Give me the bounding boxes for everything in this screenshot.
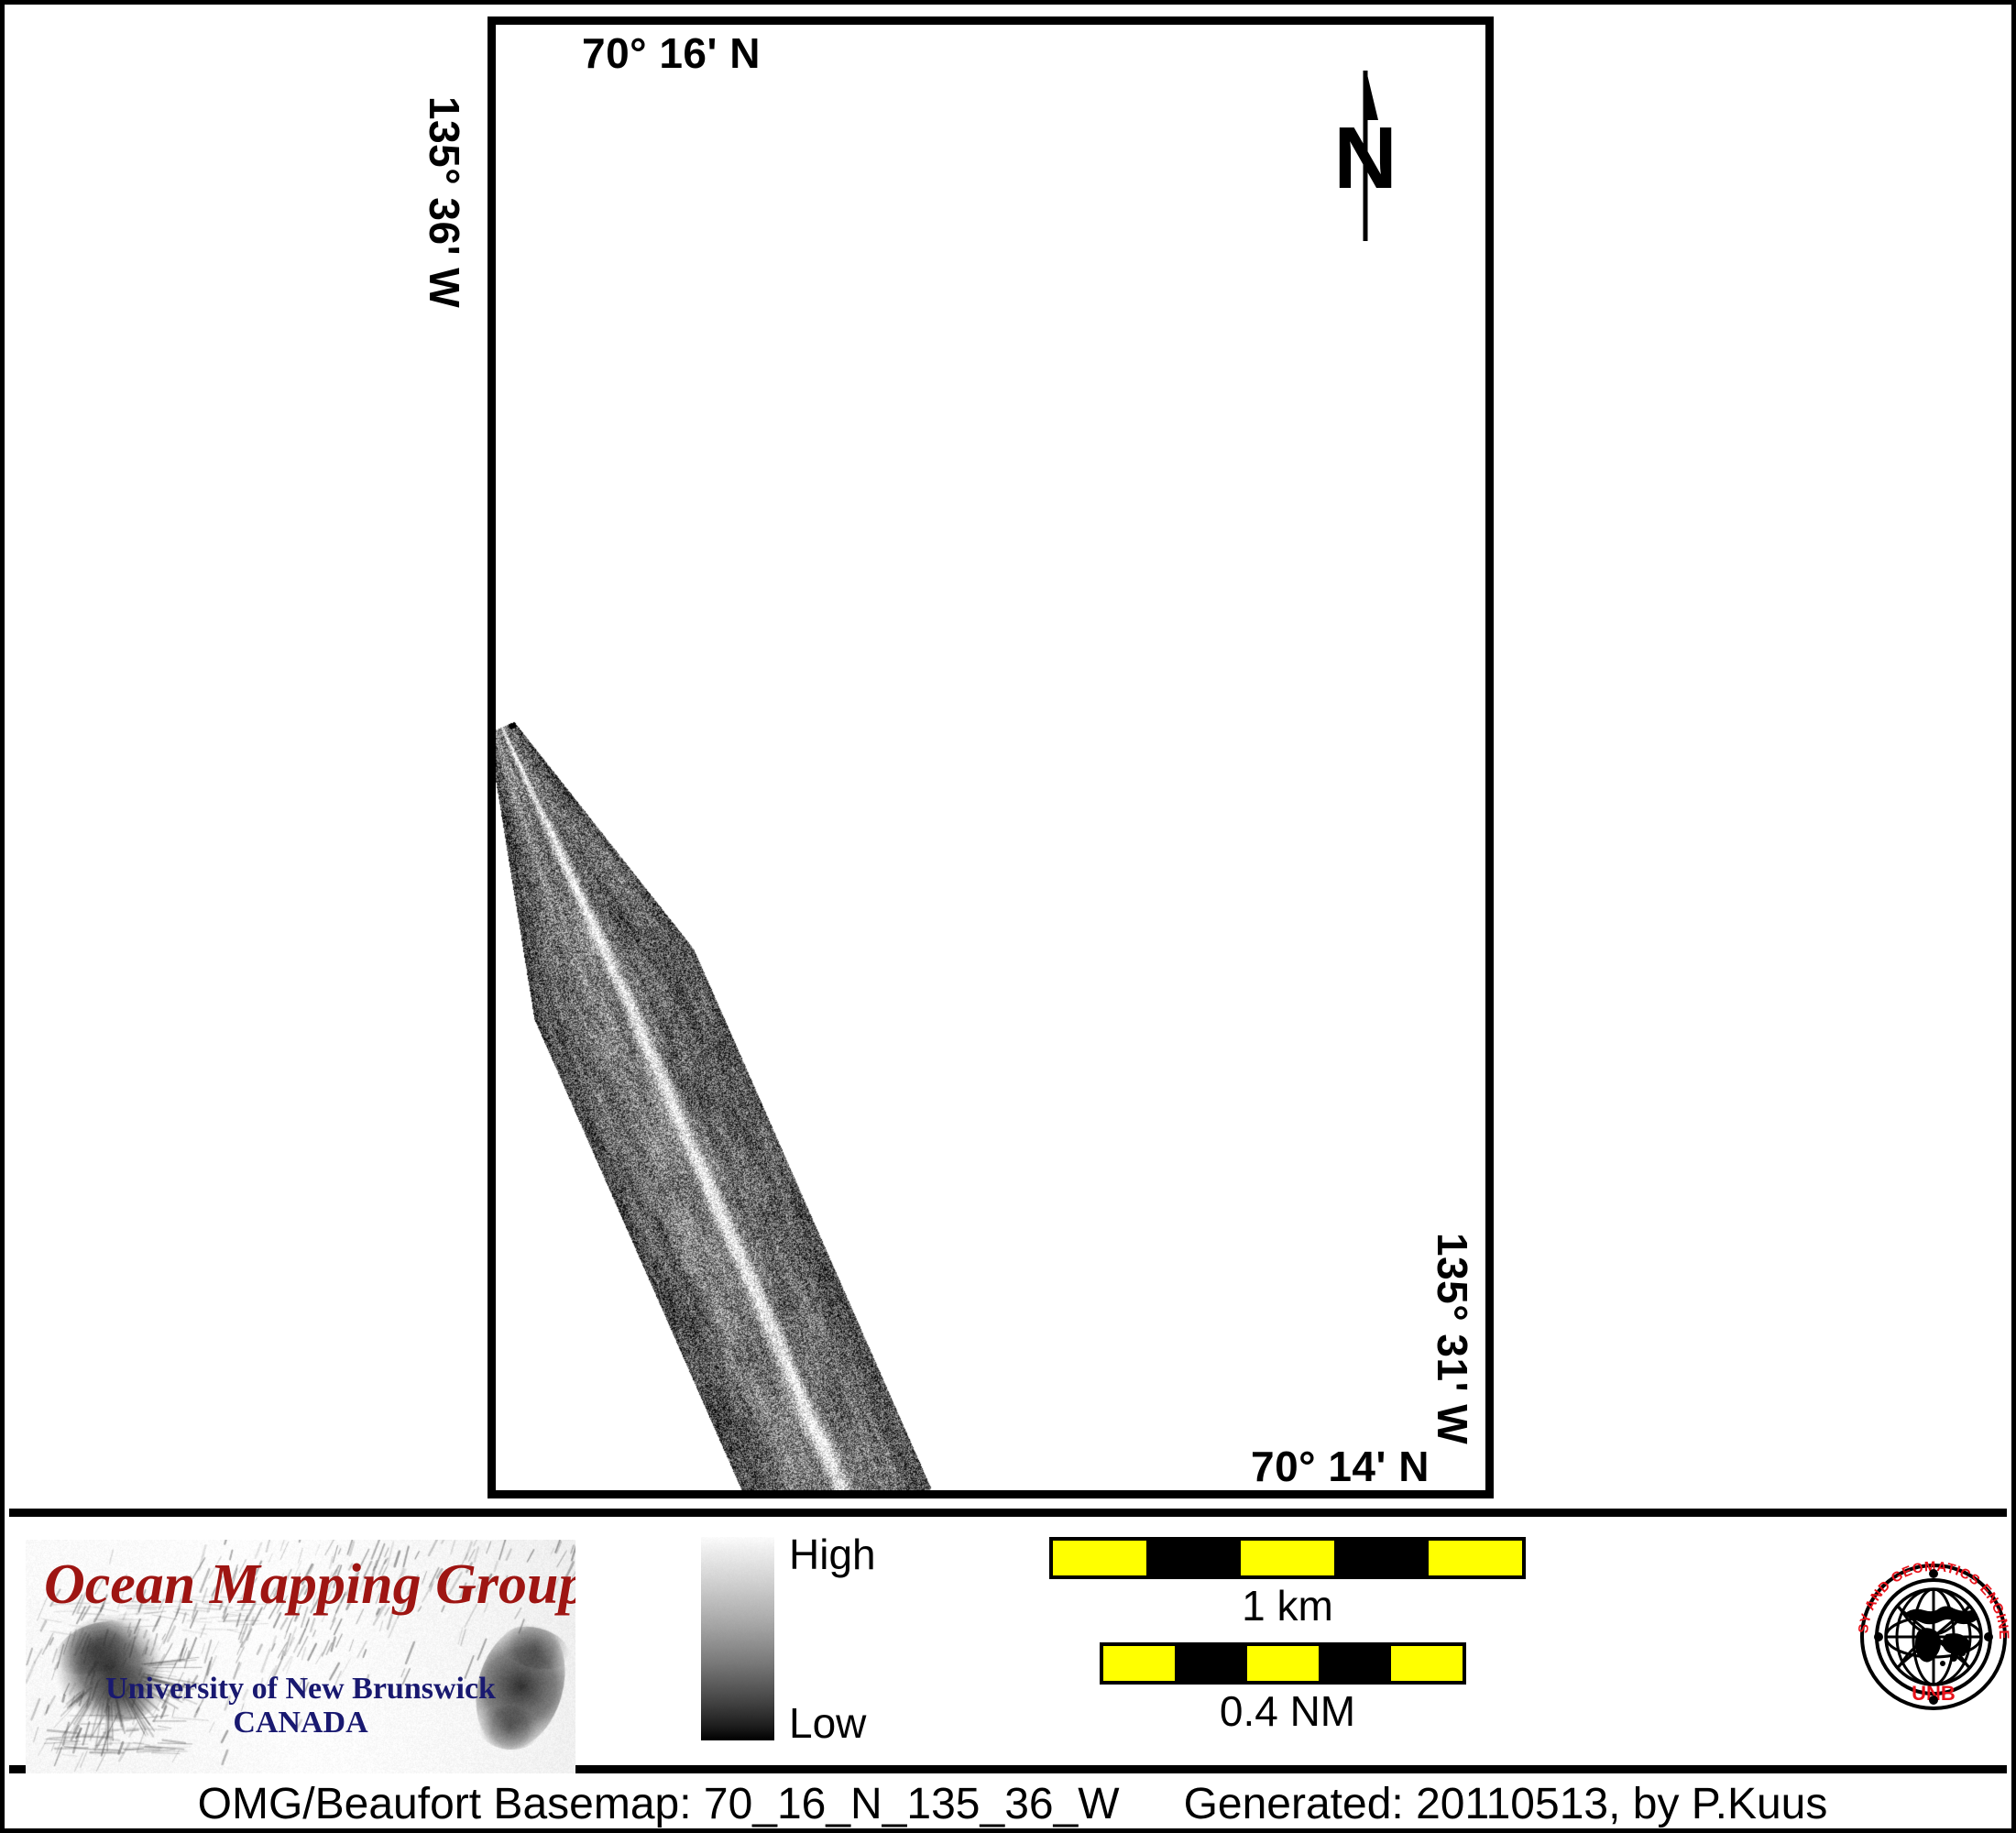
omg-logo-title: Ocean Mapping Group — [44, 1553, 575, 1616]
latitude-label-north: 70° 16' N — [582, 29, 761, 77]
credit-line: OMG/Beaufort Basemap: 70_16_N_135_36_W G… — [9, 1777, 2016, 1832]
longitude-label-west: 135° 36' W — [421, 96, 468, 309]
scalebar-segment — [1053, 1541, 1147, 1575]
latitude-label-south: 70° 14' N — [1251, 1443, 1430, 1490]
scalebar-km-caption: 1 km — [1242, 1582, 1333, 1630]
legend-bar: Ocean Mapping Group University of New Br… — [9, 1517, 2016, 1773]
scalebar-segment — [1246, 1646, 1320, 1681]
credit-divider — [9, 1765, 2007, 1773]
greyscale-colorbar[interactable] — [701, 1537, 774, 1740]
omg-logo-university: University of New Brunswick — [105, 1672, 496, 1706]
unb-logo-globe-graphic — [1874, 1569, 1993, 1705]
scalebar-nm — [1100, 1642, 1466, 1685]
omg-logo-country: CANADA — [233, 1706, 368, 1740]
scalebar-segment — [1428, 1541, 1523, 1575]
scalebar-segment — [1240, 1541, 1335, 1575]
scalebar-km-group: 1 km — [1049, 1537, 1526, 1638]
scalebar-segment — [1319, 1646, 1391, 1681]
scalebar-segment — [1390, 1646, 1463, 1681]
legend-divider — [9, 1509, 2007, 1517]
colorbar-low-label: Low — [789, 1699, 867, 1747]
scalebar-segment — [1103, 1646, 1176, 1681]
scalebar-km — [1049, 1537, 1526, 1579]
ocean-mapping-group-logo[interactable]: Ocean Mapping Group University of New Br… — [26, 1540, 575, 1773]
scalebar-segment — [1146, 1541, 1241, 1575]
unb-geodesy-logo[interactable]: GEODESY AND GEOMATICS ENGINEERING UNB — [1851, 1542, 2016, 1726]
north-letter: N — [1338, 109, 1393, 207]
scalebar-segment — [1175, 1646, 1247, 1681]
colorbar-high-label: High — [789, 1531, 876, 1578]
unb-logo-station-markers — [1874, 1569, 1993, 1705]
omg-logo-bathymetry-background — [26, 1540, 575, 1773]
colorbar-group: High Low — [701, 1533, 976, 1766]
credit-generated: Generated: 20110513, by P.Kuus — [1183, 1780, 1828, 1828]
scalebar-nm-group: 0.4 NM — [1100, 1642, 1475, 1743]
longitude-label-east: 135° 31' W — [1429, 1233, 1476, 1445]
north-arrow-icon: N — [1338, 71, 1393, 241]
bathymetry-swath-image[interactable] — [496, 25, 1485, 1490]
scalebar-nm-caption: 0.4 NM — [1219, 1687, 1356, 1735]
colorbar-dither-texture — [701, 1537, 774, 1740]
scalebar-segment — [1334, 1541, 1429, 1575]
credit-basemap: OMG/Beaufort Basemap: 70_16_N_135_36_W — [197, 1780, 1120, 1828]
map-frame[interactable] — [488, 16, 1494, 1498]
